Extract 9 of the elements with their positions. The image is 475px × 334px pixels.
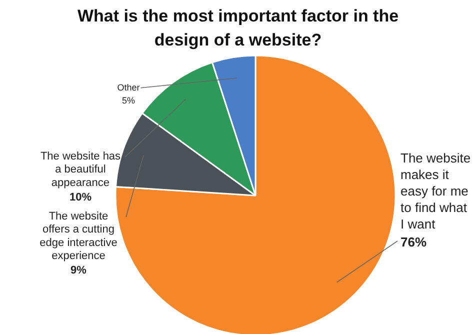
data-label: 9% <box>70 264 87 276</box>
slice-label: The website offers a cutting edge interactive experience <box>40 210 118 262</box>
slice-label: Other <box>117 82 140 92</box>
slice-label: The website makes it easy for me to find what I want <box>400 150 471 232</box>
data-label: 10% <box>69 192 92 204</box>
slice-label: The website has a beautiful appearance <box>40 150 122 189</box>
chart-title: What is the most important factor in the design of a website? <box>77 6 399 50</box>
data-label: 5% <box>122 96 136 106</box>
data-label: 76% <box>400 234 427 250</box>
